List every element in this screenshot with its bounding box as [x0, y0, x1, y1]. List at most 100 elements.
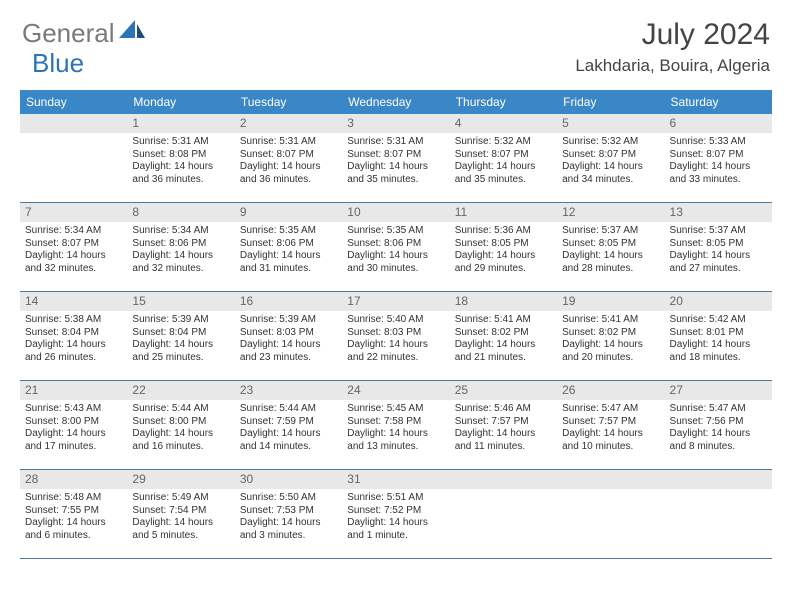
- day-line: Sunrise: 5:31 AM: [132, 136, 229, 149]
- day-line: Sunrise: 5:46 AM: [455, 403, 552, 416]
- calendar: SundayMondayTuesdayWednesdayThursdayFrid…: [20, 90, 772, 559]
- day-line: Sunrise: 5:31 AM: [240, 136, 337, 149]
- day-line: Sunrise: 5:45 AM: [347, 403, 444, 416]
- day-number: 8: [127, 203, 234, 222]
- day-number: 19: [557, 292, 664, 311]
- day-line: Sunset: 8:01 PM: [670, 327, 767, 340]
- day-line: Sunset: 8:00 PM: [25, 416, 122, 429]
- day-number: 30: [235, 470, 342, 489]
- day-line: Sunrise: 5:50 AM: [240, 492, 337, 505]
- day-number: 11: [450, 203, 557, 222]
- day-body: Sunrise: 5:32 AMSunset: 8:07 PMDaylight:…: [450, 133, 557, 190]
- day-body: Sunrise: 5:35 AMSunset: 8:06 PMDaylight:…: [342, 222, 449, 279]
- day-header: Friday: [557, 90, 664, 114]
- day-line: Daylight: 14 hours and 17 minutes.: [25, 428, 122, 453]
- day-line: Sunset: 8:07 PM: [347, 149, 444, 162]
- day-line: Sunset: 8:08 PM: [132, 149, 229, 162]
- day-line: Sunset: 7:57 PM: [562, 416, 659, 429]
- day-line: Daylight: 14 hours and 1 minute.: [347, 517, 444, 542]
- day-line: Daylight: 14 hours and 14 minutes.: [240, 428, 337, 453]
- day-line: Daylight: 14 hours and 10 minutes.: [562, 428, 659, 453]
- day-line: Sunset: 8:02 PM: [455, 327, 552, 340]
- day-line: Daylight: 14 hours and 23 minutes.: [240, 339, 337, 364]
- day-number: 20: [665, 292, 772, 311]
- day-line: Daylight: 14 hours and 6 minutes.: [25, 517, 122, 542]
- week-row: 14Sunrise: 5:38 AMSunset: 8:04 PMDayligh…: [20, 292, 772, 381]
- day-line: Sunset: 8:06 PM: [132, 238, 229, 251]
- day-number: 28: [20, 470, 127, 489]
- day-cell: [557, 470, 664, 558]
- day-body: Sunrise: 5:51 AMSunset: 7:52 PMDaylight:…: [342, 489, 449, 546]
- day-line: Sunset: 7:56 PM: [670, 416, 767, 429]
- day-line: Sunrise: 5:35 AM: [240, 225, 337, 238]
- day-body: Sunrise: 5:47 AMSunset: 7:57 PMDaylight:…: [557, 400, 664, 457]
- day-number: 21: [20, 381, 127, 400]
- day-line: Daylight: 14 hours and 28 minutes.: [562, 250, 659, 275]
- day-header: Monday: [127, 90, 234, 114]
- day-line: Sunset: 7:57 PM: [455, 416, 552, 429]
- day-line: Sunset: 7:52 PM: [347, 505, 444, 518]
- day-body: Sunrise: 5:35 AMSunset: 8:06 PMDaylight:…: [235, 222, 342, 279]
- day-body: Sunrise: 5:32 AMSunset: 8:07 PMDaylight:…: [557, 133, 664, 190]
- day-cell: 14Sunrise: 5:38 AMSunset: 8:04 PMDayligh…: [20, 292, 127, 380]
- day-body: Sunrise: 5:39 AMSunset: 8:04 PMDaylight:…: [127, 311, 234, 368]
- day-line: Daylight: 14 hours and 3 minutes.: [240, 517, 337, 542]
- day-line: Sunrise: 5:47 AM: [562, 403, 659, 416]
- day-cell: [450, 470, 557, 558]
- day-header: Sunday: [20, 90, 127, 114]
- day-cell: 2Sunrise: 5:31 AMSunset: 8:07 PMDaylight…: [235, 114, 342, 202]
- day-body: [20, 133, 127, 140]
- header: General July 2024 Lakhdaria, Bouira, Alg…: [0, 0, 792, 84]
- day-cell: 30Sunrise: 5:50 AMSunset: 7:53 PMDayligh…: [235, 470, 342, 558]
- day-number: 17: [342, 292, 449, 311]
- day-line: Sunrise: 5:44 AM: [240, 403, 337, 416]
- day-body: Sunrise: 5:49 AMSunset: 7:54 PMDaylight:…: [127, 489, 234, 546]
- day-cell: 5Sunrise: 5:32 AMSunset: 8:07 PMDaylight…: [557, 114, 664, 202]
- day-line: Sunset: 8:05 PM: [562, 238, 659, 251]
- day-body: Sunrise: 5:38 AMSunset: 8:04 PMDaylight:…: [20, 311, 127, 368]
- day-body: Sunrise: 5:46 AMSunset: 7:57 PMDaylight:…: [450, 400, 557, 457]
- day-line: Sunrise: 5:39 AM: [132, 314, 229, 327]
- day-cell: [665, 470, 772, 558]
- day-number: 3: [342, 114, 449, 133]
- day-line: Daylight: 14 hours and 31 minutes.: [240, 250, 337, 275]
- day-number: 4: [450, 114, 557, 133]
- day-cell: 29Sunrise: 5:49 AMSunset: 7:54 PMDayligh…: [127, 470, 234, 558]
- day-cell: 20Sunrise: 5:42 AMSunset: 8:01 PMDayligh…: [665, 292, 772, 380]
- day-line: Daylight: 14 hours and 30 minutes.: [347, 250, 444, 275]
- day-number: 25: [450, 381, 557, 400]
- day-line: Daylight: 14 hours and 33 minutes.: [670, 161, 767, 186]
- day-number: 1: [127, 114, 234, 133]
- day-line: Sunset: 8:05 PM: [455, 238, 552, 251]
- day-cell: 9Sunrise: 5:35 AMSunset: 8:06 PMDaylight…: [235, 203, 342, 291]
- day-body: Sunrise: 5:44 AMSunset: 7:59 PMDaylight:…: [235, 400, 342, 457]
- week-row: 1Sunrise: 5:31 AMSunset: 8:08 PMDaylight…: [20, 114, 772, 203]
- day-line: Daylight: 14 hours and 13 minutes.: [347, 428, 444, 453]
- day-line: Sunrise: 5:32 AM: [562, 136, 659, 149]
- day-line: Sunset: 8:07 PM: [455, 149, 552, 162]
- day-line: Sunset: 7:59 PM: [240, 416, 337, 429]
- day-line: Sunset: 8:04 PM: [132, 327, 229, 340]
- day-number: 2: [235, 114, 342, 133]
- day-line: Sunset: 8:00 PM: [132, 416, 229, 429]
- day-cell: 11Sunrise: 5:36 AMSunset: 8:05 PMDayligh…: [450, 203, 557, 291]
- day-body: [665, 489, 772, 496]
- title-block: July 2024 Lakhdaria, Bouira, Algeria: [575, 18, 770, 76]
- day-line: Sunset: 8:07 PM: [562, 149, 659, 162]
- day-line: Daylight: 14 hours and 35 minutes.: [347, 161, 444, 186]
- day-line: Sunrise: 5:38 AM: [25, 314, 122, 327]
- day-line: Sunrise: 5:51 AM: [347, 492, 444, 505]
- day-line: Sunset: 8:06 PM: [240, 238, 337, 251]
- day-number: 14: [20, 292, 127, 311]
- week-row: 21Sunrise: 5:43 AMSunset: 8:00 PMDayligh…: [20, 381, 772, 470]
- day-line: Daylight: 14 hours and 32 minutes.: [25, 250, 122, 275]
- day-cell: 25Sunrise: 5:46 AMSunset: 7:57 PMDayligh…: [450, 381, 557, 469]
- day-cell: 16Sunrise: 5:39 AMSunset: 8:03 PMDayligh…: [235, 292, 342, 380]
- day-line: Sunrise: 5:41 AM: [562, 314, 659, 327]
- day-line: Sunrise: 5:48 AM: [25, 492, 122, 505]
- day-line: Sunrise: 5:44 AM: [132, 403, 229, 416]
- day-line: Sunset: 8:04 PM: [25, 327, 122, 340]
- weeks-container: 1Sunrise: 5:31 AMSunset: 8:08 PMDaylight…: [20, 114, 772, 559]
- day-cell: 24Sunrise: 5:45 AMSunset: 7:58 PMDayligh…: [342, 381, 449, 469]
- day-cell: 27Sunrise: 5:47 AMSunset: 7:56 PMDayligh…: [665, 381, 772, 469]
